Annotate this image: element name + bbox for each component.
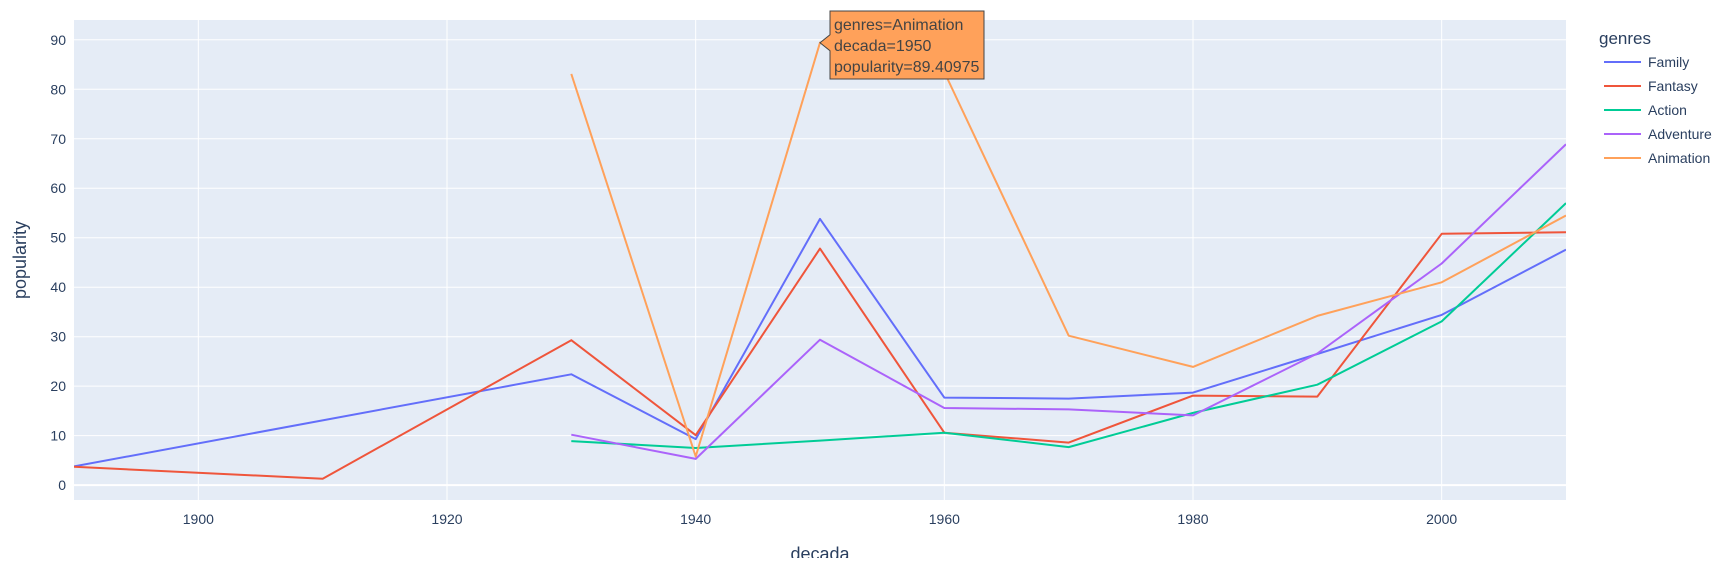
- plot-area[interactable]: [74, 20, 1566, 500]
- legend-item-adventure[interactable]: Adventure: [1604, 126, 1712, 142]
- x-tick-label: 2000: [1426, 511, 1457, 527]
- x-tick-label: 1960: [929, 511, 960, 527]
- legend-title: genres: [1599, 29, 1651, 48]
- series-line-family[interactable]: [74, 217, 1566, 468]
- legend-item-fantasy[interactable]: Fantasy: [1604, 78, 1698, 94]
- legend-label: Adventure: [1648, 126, 1712, 142]
- y-tick-label: 10: [50, 428, 66, 444]
- y-tick-label: 60: [50, 180, 66, 196]
- x-tick-label: 1920: [431, 511, 462, 527]
- tooltip-line: popularity=89.40975: [834, 59, 980, 76]
- legend-label: Animation: [1648, 150, 1710, 166]
- legend[interactable]: genres Family Fantasy Action Adventure Anima…: [1599, 29, 1712, 166]
- y-tick-label: 70: [50, 131, 66, 147]
- y-tick-label: 90: [50, 32, 66, 48]
- legend-label: Family: [1648, 54, 1689, 70]
- legend-label: Fantasy: [1648, 78, 1698, 94]
- y-tick-label: 80: [50, 81, 66, 97]
- hover-tooltip: genres=Animation decada=1950 popularity=89…: [819, 10, 985, 80]
- y-tick-label: 50: [50, 230, 66, 246]
- x-tick-labels: 1900 1920 1940 1960 1980 2000: [183, 511, 1458, 527]
- y-tick-label: 30: [50, 329, 66, 345]
- y-tick-label: 40: [50, 279, 66, 295]
- legend-item-family[interactable]: Family: [1604, 54, 1689, 70]
- legend-label: Action: [1648, 102, 1687, 118]
- y-tick-labels: 0 10 20 30 40 50 60 70 80 90: [50, 32, 66, 493]
- legend-item-animation[interactable]: Animation: [1604, 150, 1710, 166]
- legend-item-action[interactable]: Action: [1604, 102, 1687, 118]
- y-axis-title: popularity: [10, 221, 30, 299]
- x-tick-label: 1900: [183, 511, 214, 527]
- y-tick-label: 0: [58, 477, 66, 493]
- series-lines[interactable]: [74, 41, 1566, 480]
- x-gridlines: [197, 20, 1443, 500]
- y-tick-label: 20: [50, 378, 66, 394]
- tooltip-line: genres=Animation: [834, 17, 963, 34]
- x-tick-label: 1940: [680, 511, 711, 527]
- x-axis-title: decada: [790, 544, 850, 558]
- series-line-animation[interactable]: [570, 41, 1566, 458]
- tooltip-line: decada=1950: [834, 38, 932, 55]
- tooltip-box: [819, 10, 985, 80]
- x-tick-label: 1980: [1177, 511, 1208, 527]
- legend-items[interactable]: Family Fantasy Action Adventure Animation: [1604, 54, 1712, 166]
- series-line-action[interactable]: [571, 202, 1566, 449]
- y-gridlines: [74, 39, 1566, 487]
